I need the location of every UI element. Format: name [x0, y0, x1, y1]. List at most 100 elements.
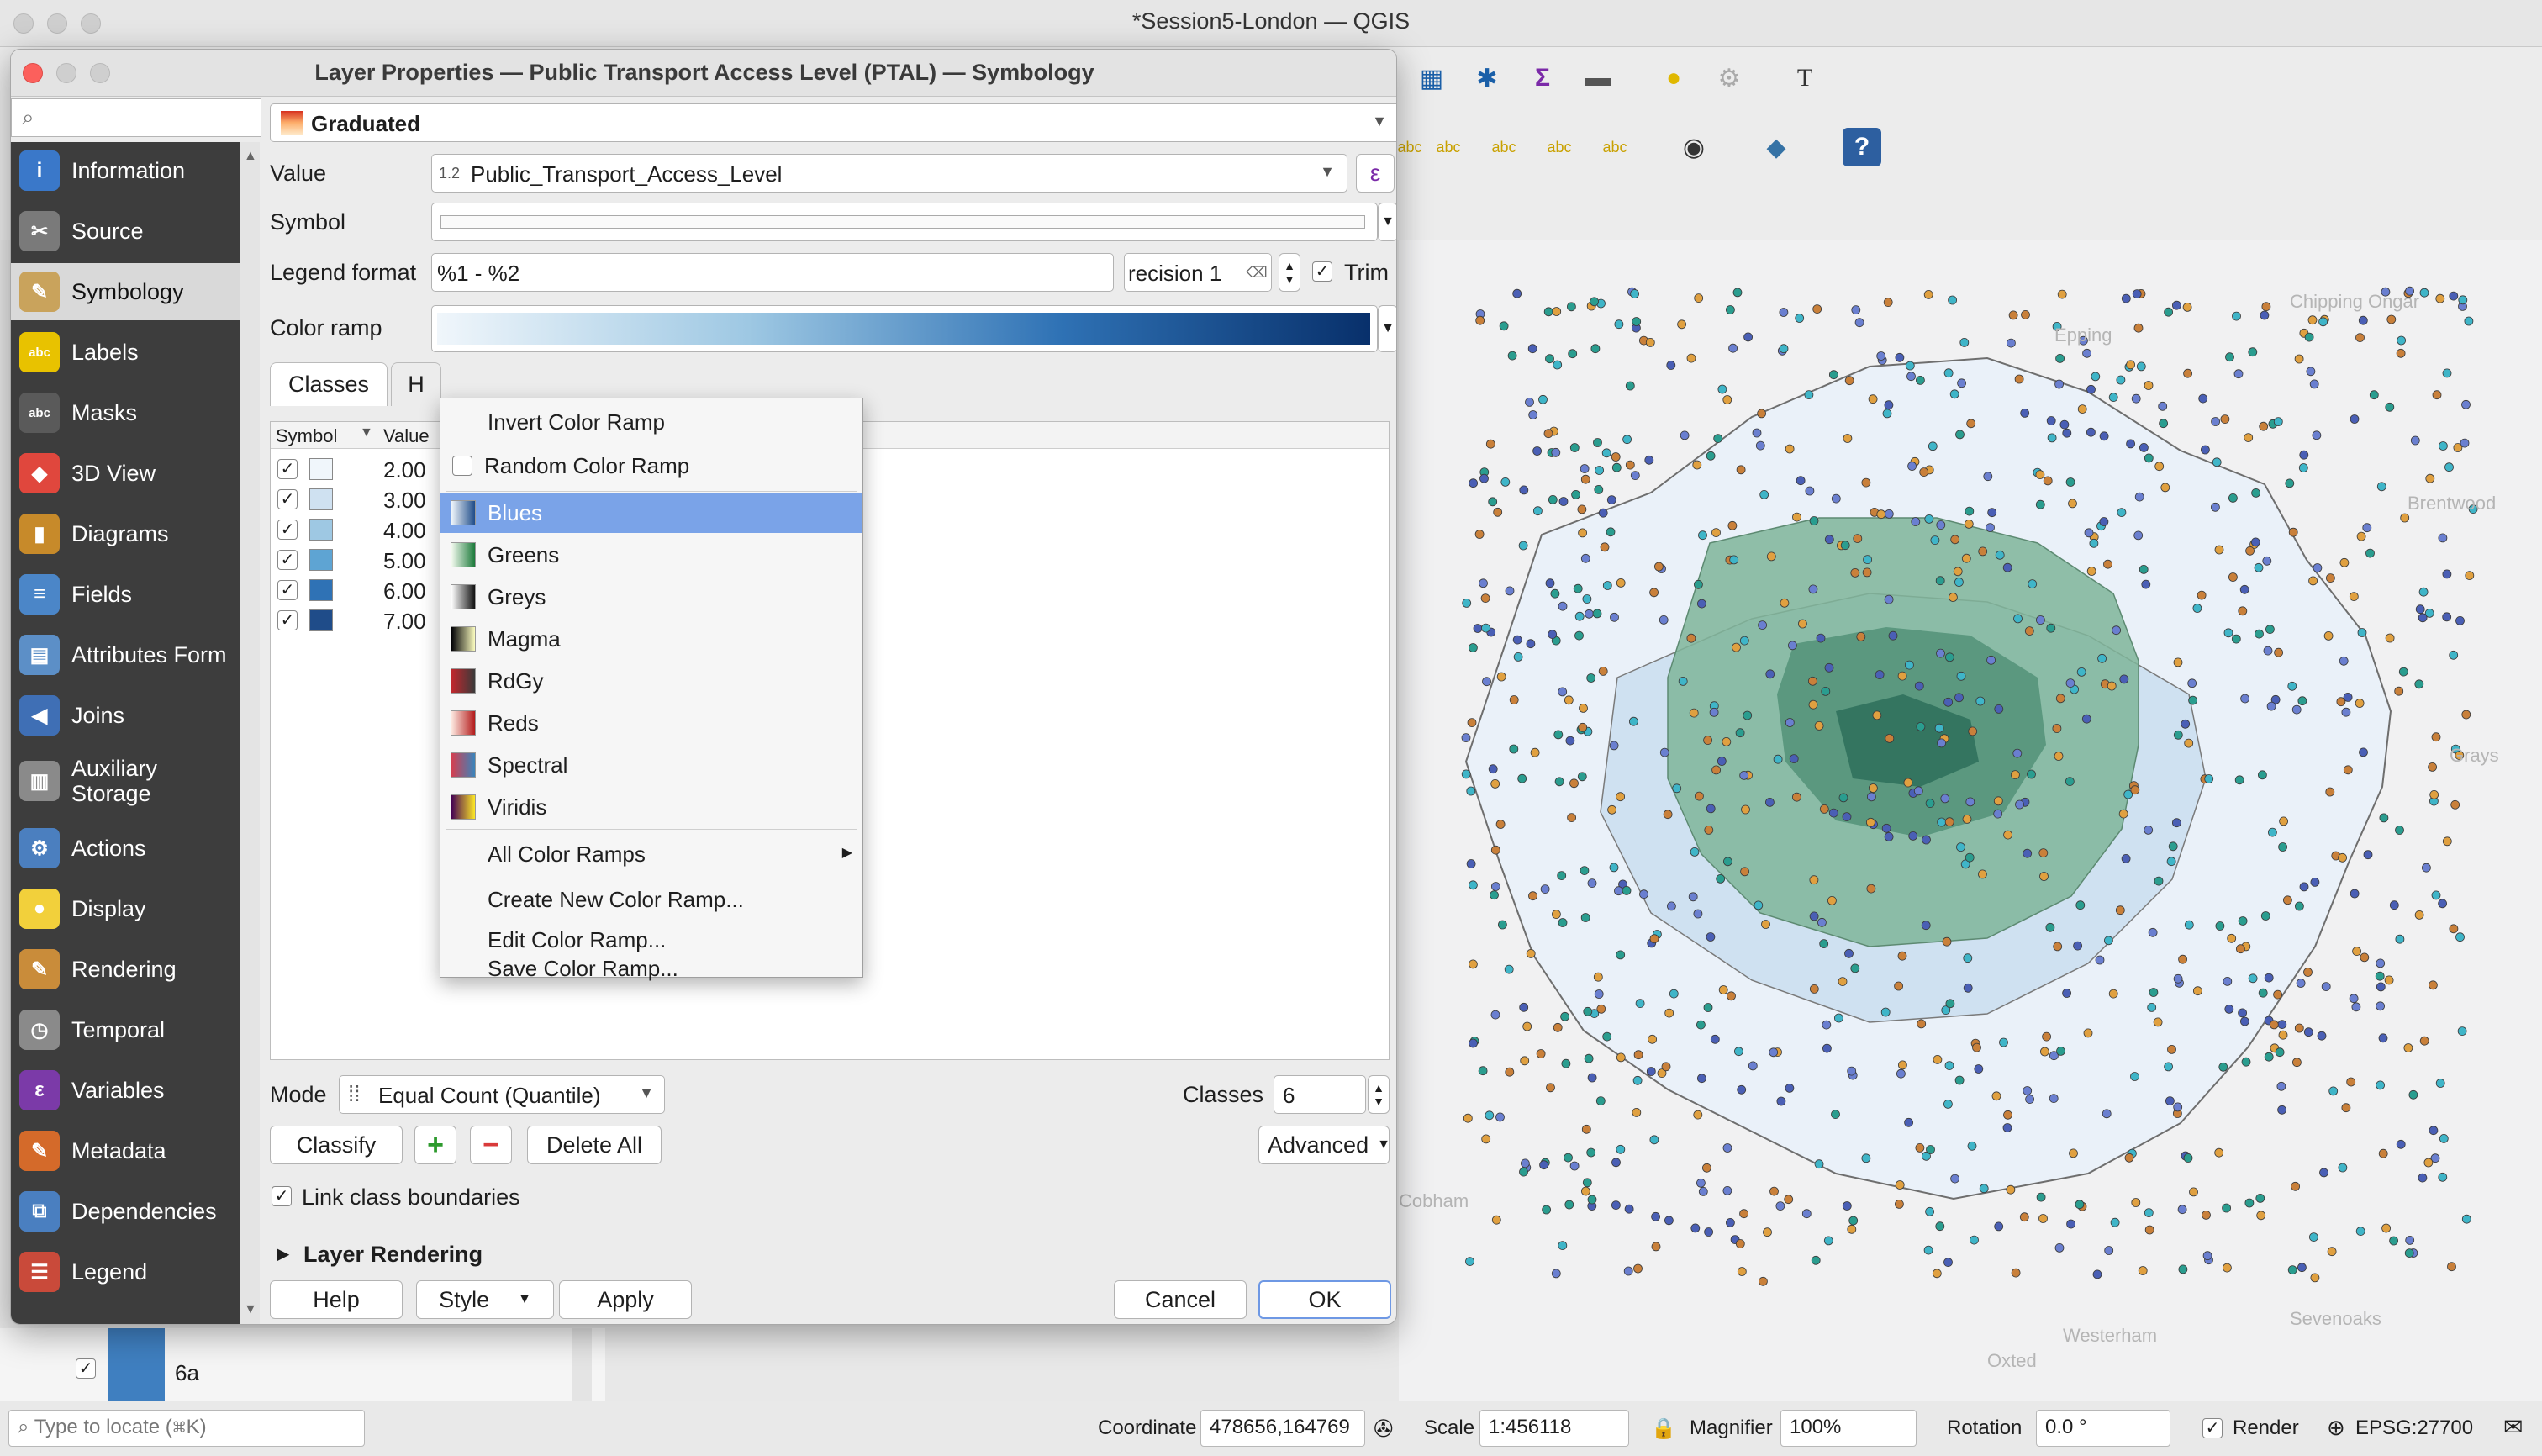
- layer-checkbox[interactable]: ✓: [76, 1358, 96, 1379]
- precision-spinbox[interactable]: recision 1 ⌫: [1124, 253, 1272, 292]
- style-button[interactable]: Style ▼: [416, 1280, 554, 1319]
- locate-search-field[interactable]: ⌕ Type to locate (⌘K): [8, 1410, 365, 1447]
- sidebar-item-dependencies[interactable]: ⧉ Dependencies: [11, 1183, 240, 1240]
- ramp-item-rdgy[interactable]: RdGy: [440, 661, 862, 701]
- table-row[interactable]: ✓ 2.00: [271, 454, 439, 484]
- help-icon[interactable]: ?: [1843, 128, 1881, 166]
- dialog-zoom-button[interactable]: [90, 63, 110, 83]
- class-symbol-swatch[interactable]: [309, 549, 333, 571]
- add-class-icon[interactable]: +: [414, 1126, 456, 1164]
- sidebar-item-joins[interactable]: ◀ Joins: [11, 687, 240, 744]
- class-symbol-swatch[interactable]: [309, 458, 333, 480]
- sidebar-item-auxiliary-storage[interactable]: ▥ Auxiliary Storage: [11, 746, 240, 816]
- table-row[interactable]: ✓ 5.00: [271, 545, 439, 575]
- dialog-minimize-button[interactable]: [56, 63, 76, 83]
- ramp-item-blues[interactable]: Blues: [440, 493, 862, 533]
- crs-globe-icon[interactable]: ⊕: [2327, 1415, 2345, 1440]
- lock-scale-icon[interactable]: 🔒: [1651, 1417, 1676, 1440]
- tab-classes[interactable]: Classes: [270, 362, 388, 406]
- ramp-item-magma[interactable]: Magma: [440, 619, 862, 659]
- settings-icon[interactable]: ⚙: [1717, 64, 1741, 92]
- show-labels-icon[interactable]: abc: [1436, 138, 1461, 156]
- plugin-globe-icon[interactable]: ◉: [1682, 133, 1706, 161]
- sidebar-scrollbar[interactable]: ▲ ▼: [240, 142, 260, 1324]
- scroll-up-icon[interactable]: ▲: [244, 149, 257, 163]
- expression-epsilon-button[interactable]: ε: [1356, 154, 1395, 193]
- clear-icon[interactable]: ⌫: [1242, 254, 1271, 291]
- sidebar-item-rendering[interactable]: ✎ Rendering: [11, 941, 240, 998]
- create-ramp-item[interactable]: Create New Color Ramp...: [488, 886, 744, 912]
- apply-button[interactable]: Apply: [559, 1280, 692, 1319]
- ramp-item-greys[interactable]: Greys: [440, 577, 862, 617]
- rotation-field[interactable]: 0.0 °: [2036, 1410, 2170, 1447]
- value-field-select[interactable]: 1.2 Public_Transport_Access_Level ▼: [431, 154, 1347, 193]
- text-annotation-icon[interactable]: T: [1796, 64, 1813, 92]
- messages-icon[interactable]: ✉: [2503, 1414, 2524, 1440]
- delete-all-button[interactable]: Delete All: [527, 1126, 662, 1164]
- class-value[interactable]: 3.00: [383, 488, 426, 513]
- map-canvas[interactable]: Chipping Ongar Epping Brentwood Grays Ox…: [1399, 240, 2542, 1401]
- scale-field[interactable]: 1:456118: [1479, 1410, 1629, 1447]
- dialog-close-button[interactable]: [23, 63, 43, 83]
- class-symbol-swatch[interactable]: [309, 488, 333, 510]
- ramp-item-viridis[interactable]: Viridis: [440, 787, 862, 827]
- mode-select[interactable]: ⁞⁞ Equal Count (Quantile) ▼: [339, 1075, 665, 1114]
- legend-format-input[interactable]: %1 - %2: [431, 253, 1114, 292]
- crs-label[interactable]: EPSG:27700: [2355, 1416, 2474, 1439]
- zoom-window-button[interactable]: [81, 13, 101, 34]
- class-value[interactable]: 7.00: [383, 609, 426, 634]
- symbol-column-header[interactable]: Symbol: [276, 425, 338, 446]
- class-symbol-swatch[interactable]: [309, 519, 333, 541]
- attribute-table-icon[interactable]: ▦: [1419, 64, 1444, 92]
- class-visible-checkbox[interactable]: ✓: [277, 489, 298, 509]
- close-window-button[interactable]: [13, 13, 34, 34]
- magnifier-field[interactable]: 100%: [1780, 1410, 1917, 1447]
- symbol-dropdown-icon[interactable]: ▼: [1378, 203, 1396, 241]
- precision-stepper[interactable]: ▲ ▼: [1279, 253, 1300, 292]
- ramp-item-spectral[interactable]: Spectral: [440, 745, 862, 785]
- minimize-window-button[interactable]: [47, 13, 67, 34]
- class-value[interactable]: 6.00: [383, 578, 426, 604]
- sidebar-item-masks[interactable]: abc Masks: [11, 384, 240, 441]
- sidebar-item-temporal[interactable]: ◷ Temporal: [11, 1001, 240, 1058]
- class-visible-checkbox[interactable]: ✓: [277, 580, 298, 600]
- trim-checkbox[interactable]: ✓: [1312, 261, 1332, 282]
- tab-histogram[interactable]: H: [391, 362, 441, 406]
- random-ramp-item[interactable]: Random Color Ramp: [440, 446, 862, 486]
- class-visible-checkbox[interactable]: ✓: [277, 550, 298, 570]
- ok-button[interactable]: OK: [1258, 1280, 1391, 1319]
- sidebar-item-information[interactable]: i Information: [11, 142, 240, 199]
- sidebar-item-symbology[interactable]: ✎ Symbology: [11, 263, 240, 320]
- statistics-sigma-icon[interactable]: Σ: [1534, 64, 1550, 92]
- sidebar-item-fields[interactable]: ≡ Fields: [11, 566, 240, 623]
- edit-ramp-item[interactable]: Edit Color Ramp...: [488, 926, 667, 952]
- symbol-button[interactable]: [431, 203, 1378, 241]
- advanced-button[interactable]: Advanced ▼: [1258, 1126, 1390, 1164]
- layer-rendering-label[interactable]: Layer Rendering: [303, 1242, 483, 1267]
- color-ramp-dropdown-icon[interactable]: ▼: [1378, 305, 1396, 352]
- sidebar-item-3d-view[interactable]: ◆ 3D View: [11, 445, 240, 502]
- invert-ramp-item[interactable]: Invert Color Ramp: [488, 409, 665, 435]
- class-value[interactable]: 4.00: [383, 518, 426, 543]
- class-visible-checkbox[interactable]: ✓: [277, 520, 298, 540]
- sidebar-item-diagrams[interactable]: ▮ Diagrams: [11, 505, 240, 562]
- coordinate-field[interactable]: 478656,164769: [1200, 1410, 1365, 1447]
- table-row[interactable]: ✓ 3.00: [271, 484, 439, 514]
- layers-scrollbar[interactable]: [572, 1328, 592, 1401]
- renderer-select[interactable]: Graduated ▼: [270, 103, 1396, 142]
- remove-class-icon[interactable]: −: [470, 1126, 512, 1164]
- ramp-item-reds[interactable]: Reds: [440, 703, 862, 743]
- save-ramp-item[interactable]: Save Color Ramp...: [488, 955, 678, 981]
- map-tips-icon[interactable]: ●: [1665, 64, 1682, 92]
- rotate-label-icon[interactable]: abc: [1547, 138, 1572, 156]
- all-color-ramps-item[interactable]: All Color Ramps ▶: [440, 834, 862, 874]
- classify-button[interactable]: Classify: [270, 1126, 403, 1164]
- class-value[interactable]: 5.00: [383, 548, 426, 573]
- label-tool-icon[interactable]: abc: [1397, 138, 1422, 156]
- python-console-icon[interactable]: ◆: [1766, 133, 1786, 161]
- color-ramp-button[interactable]: [431, 305, 1378, 352]
- ramp-item-greens[interactable]: Greens: [440, 535, 862, 575]
- sidebar-item-legend[interactable]: ☰ Legend: [11, 1243, 240, 1300]
- processing-gear-icon[interactable]: ✱: [1476, 64, 1498, 92]
- sidebar-search-input[interactable]: ⌕: [11, 98, 261, 137]
